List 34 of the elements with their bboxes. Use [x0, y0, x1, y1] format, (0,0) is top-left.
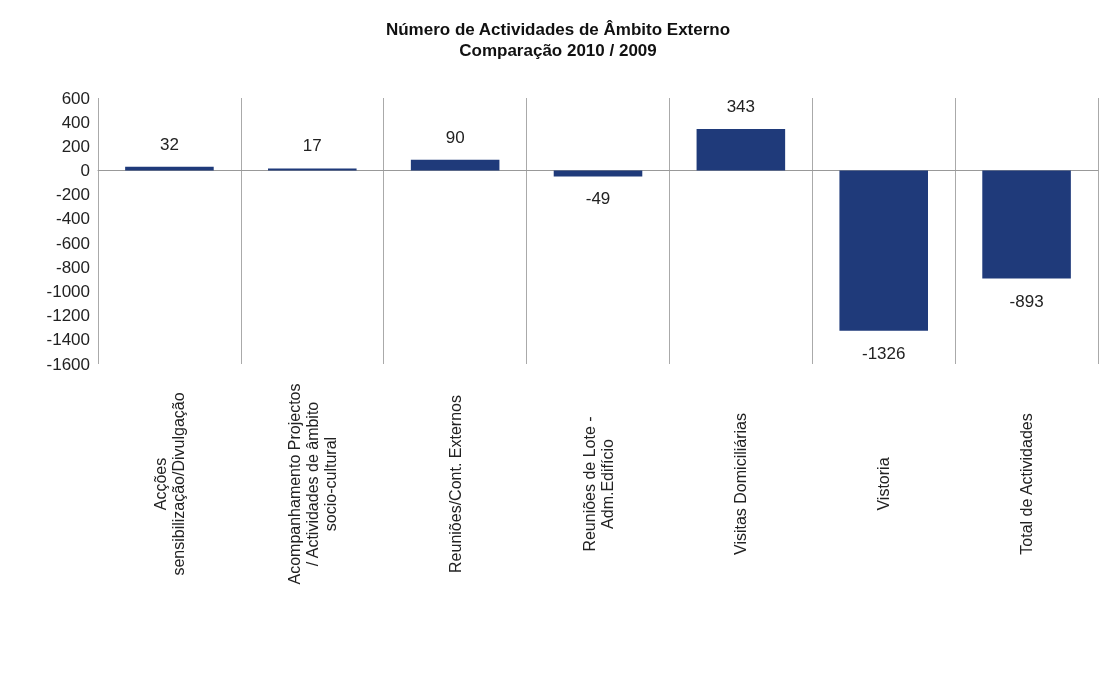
data-label: -49: [585, 189, 611, 209]
bar: [268, 168, 357, 171]
data-label: 343: [726, 97, 756, 117]
y-tick-label: -200: [55, 185, 90, 205]
chart-title: Número de Actividades de Âmbito Externo: [385, 20, 731, 39]
x-tick-label: Acompanhamento Projectos / Actividades de âmbito socio-cultural: [285, 383, 339, 585]
y-tick-label: -1200: [46, 306, 90, 326]
bar: [410, 159, 500, 171]
x-tick-label: Reuniões/Cont. Externos: [446, 395, 464, 573]
data-label: 90: [445, 127, 465, 147]
y-tick-label: -400: [55, 209, 90, 229]
y-tick-label: 400: [61, 112, 90, 132]
data-label: -1326: [861, 343, 906, 363]
y-tick-label: -1400: [46, 330, 90, 350]
y-tick-label: -600: [55, 233, 90, 253]
y-tick-label: 0: [80, 161, 90, 181]
y-tick-label: -1600: [46, 354, 90, 374]
bar: [982, 170, 1071, 279]
bar: [696, 129, 786, 171]
x-tick-label: Visitas Domiciliárias: [732, 413, 750, 555]
y-tick-label: 200: [61, 136, 90, 156]
chart-subtitle: Comparação 2010 / 2009: [459, 41, 657, 60]
x-tick-label: Vistoria: [875, 457, 893, 511]
bar: [839, 170, 928, 331]
data-label: 17: [302, 136, 322, 156]
bar: [125, 166, 214, 171]
data-label: -893: [1009, 291, 1044, 311]
x-tick-label: Reuniões de Lote - Adm.Edifício: [580, 416, 616, 552]
y-tick-label: 600: [61, 88, 90, 108]
x-tick-label: Total de Actividades: [1018, 413, 1036, 555]
data-label: 32: [159, 134, 179, 154]
x-tick-label: Acções sensibilização/Divulgação: [151, 392, 187, 576]
y-tick-label: -800: [55, 257, 90, 277]
y-tick-label: -1000: [46, 281, 90, 301]
